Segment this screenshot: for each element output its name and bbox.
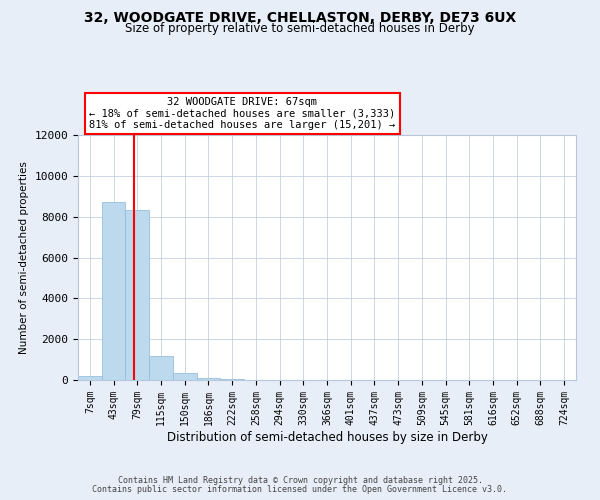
Bar xyxy=(78,376,102,380)
X-axis label: Distribution of semi-detached houses by size in Derby: Distribution of semi-detached houses by … xyxy=(167,430,487,444)
Text: 32, WOODGATE DRIVE, CHELLASTON, DERBY, DE73 6UX: 32, WOODGATE DRIVE, CHELLASTON, DERBY, D… xyxy=(84,11,516,25)
Bar xyxy=(149,356,173,380)
Bar xyxy=(220,379,244,380)
Text: Size of property relative to semi-detached houses in Derby: Size of property relative to semi-detach… xyxy=(125,22,475,35)
Text: 32 WOODGATE DRIVE: 67sqm
← 18% of semi-detached houses are smaller (3,333)
81% o: 32 WOODGATE DRIVE: 67sqm ← 18% of semi-d… xyxy=(89,97,395,130)
Text: Contains HM Land Registry data © Crown copyright and database right 2025.: Contains HM Land Registry data © Crown c… xyxy=(118,476,482,485)
Bar xyxy=(102,202,125,380)
Bar xyxy=(125,210,149,380)
Bar xyxy=(197,378,220,380)
Y-axis label: Number of semi-detached properties: Number of semi-detached properties xyxy=(19,161,29,354)
Text: Contains public sector information licensed under the Open Government Licence v3: Contains public sector information licen… xyxy=(92,485,508,494)
Bar xyxy=(173,373,197,380)
